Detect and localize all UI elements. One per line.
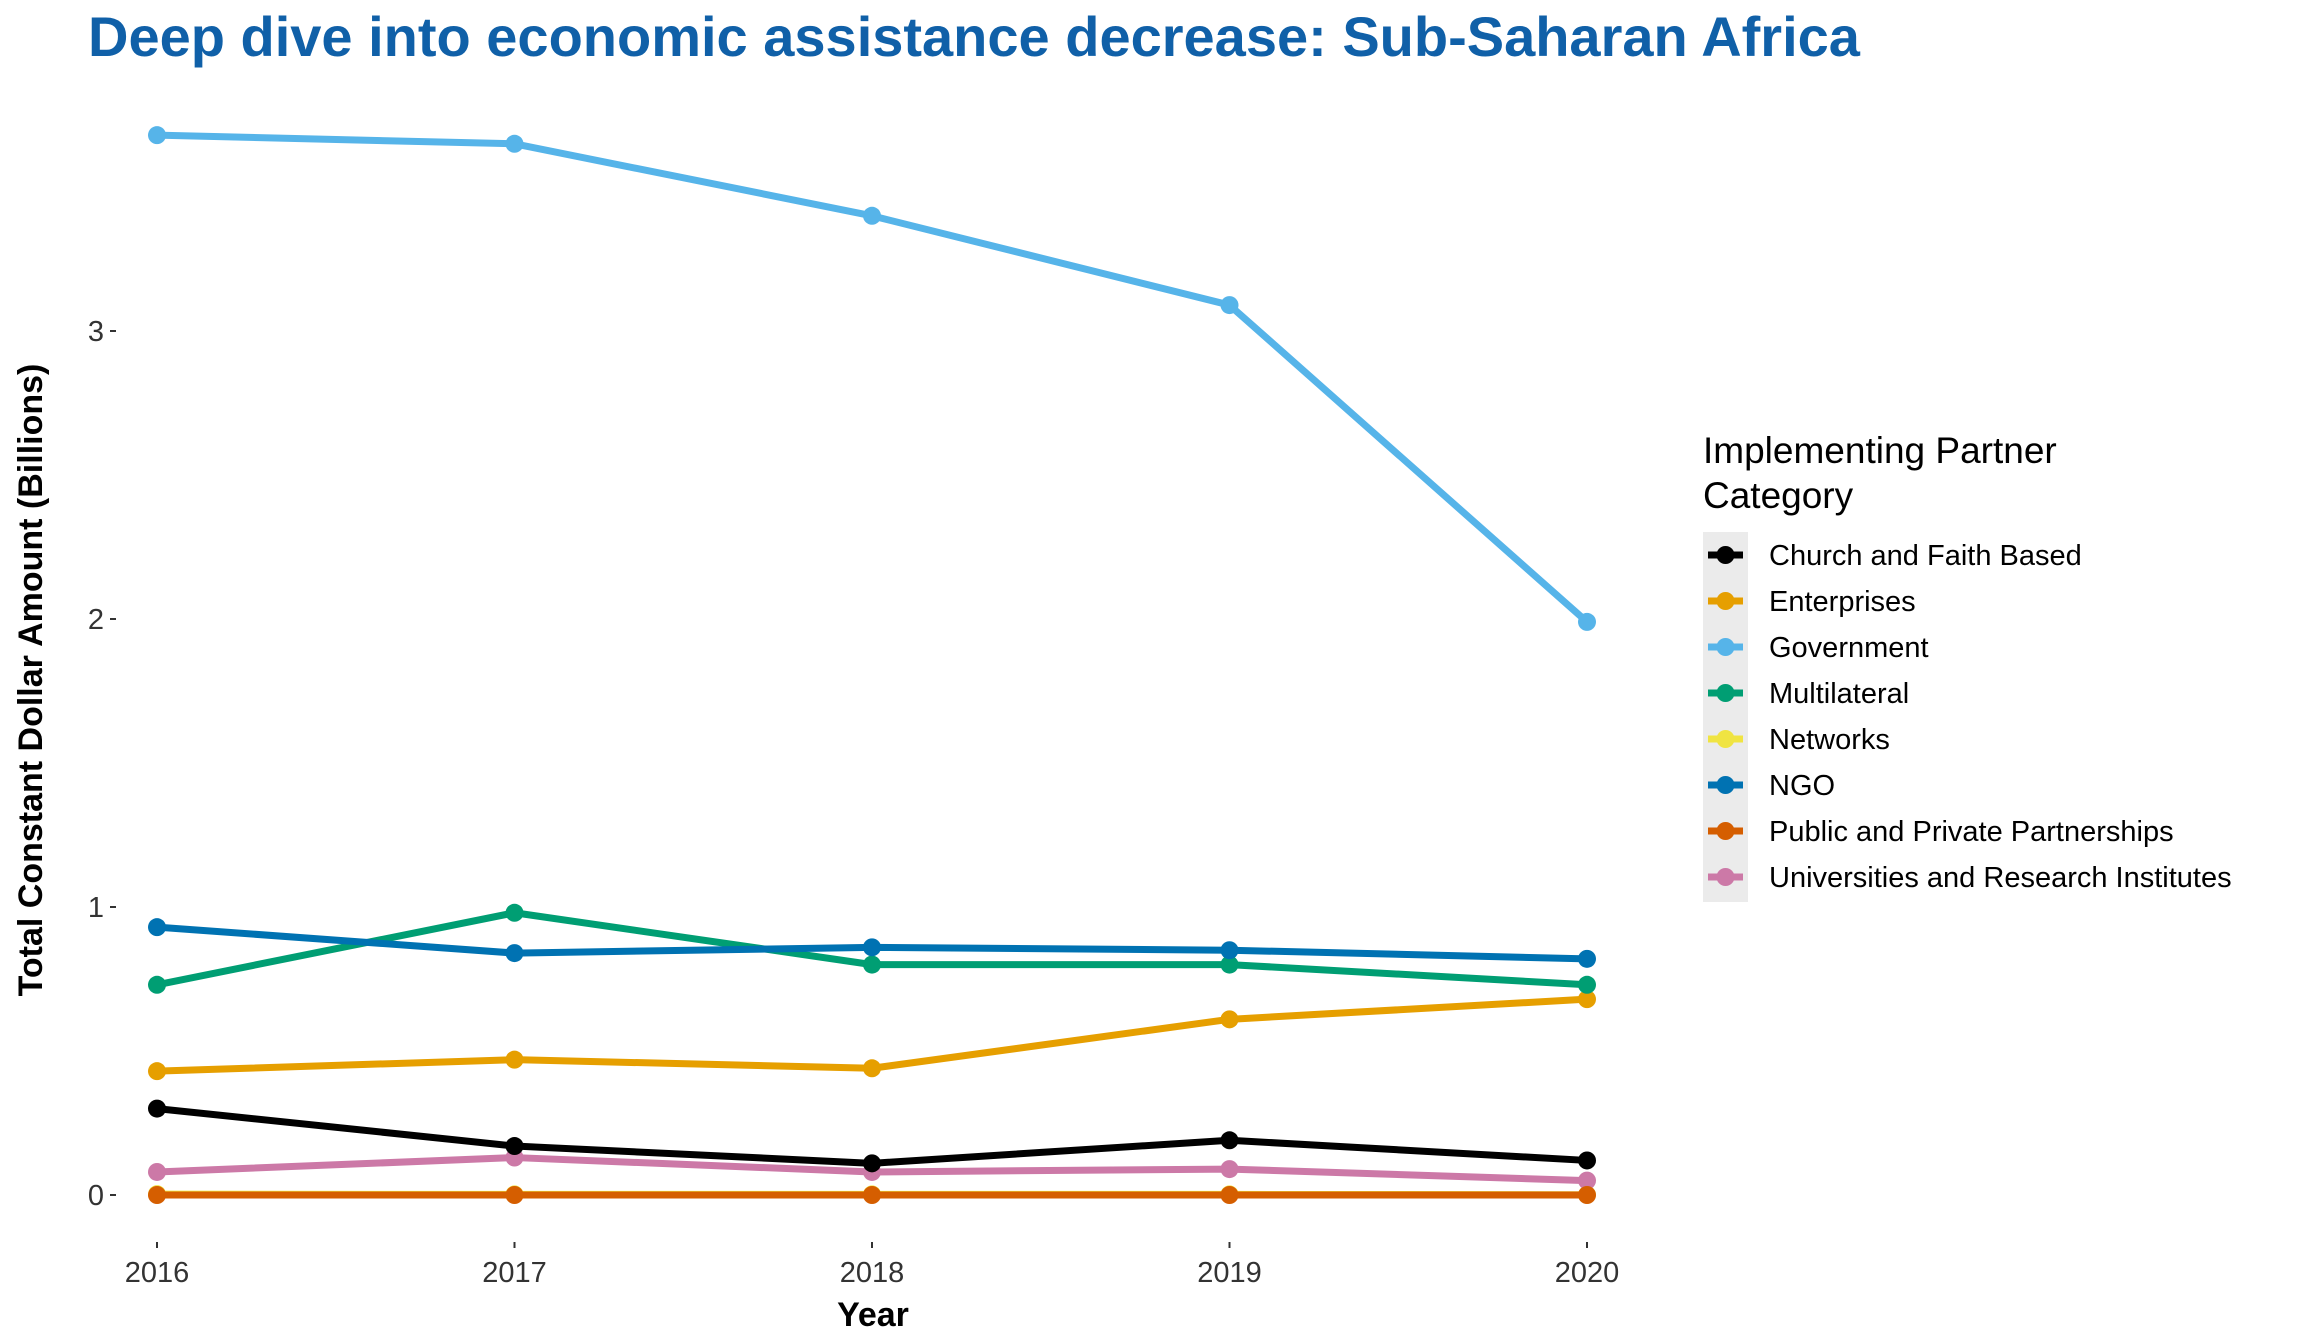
legend-item-multilateral: Multilateral [1708, 678, 1909, 710]
legend-title-line-1: Implementing Partner [1703, 430, 2057, 471]
y-tick-label: 1 [88, 892, 104, 924]
chart-title: Deep dive into economic assistance decre… [88, 5, 1861, 68]
legend-item-government: Government [1708, 632, 1929, 664]
data-point-enterprises [505, 1050, 524, 1069]
legend-item-networks: Networks [1708, 724, 1890, 756]
legend-key-point [1716, 638, 1735, 656]
legend-label: Government [1769, 632, 1929, 664]
series-church-and-faith-based [148, 1099, 1596, 1173]
data-point-enterprises [1578, 990, 1596, 1009]
series-government [148, 126, 1596, 631]
data-point-ngo [505, 944, 524, 963]
x-tick-label: 2019 [1197, 1257, 1262, 1289]
data-point-multilateral [1220, 955, 1239, 974]
legend-key-point [1716, 776, 1735, 794]
data-point-multilateral [863, 955, 881, 974]
legend-item-enterprises: Enterprises [1708, 586, 1916, 618]
legend-key-point [1716, 546, 1735, 564]
y-tick-label: 3 [88, 316, 104, 348]
data-point-public-and-private-partnerships [1220, 1186, 1239, 1204]
x-tick-label: 2020 [1555, 1257, 1620, 1289]
legend-key-background [1703, 532, 1748, 902]
x-tick-label: 2016 [125, 1257, 190, 1289]
legend-key-point [1716, 684, 1735, 702]
data-point-universities-and-research-institutes [148, 1162, 166, 1181]
legend-label: Enterprises [1769, 586, 1916, 618]
legend-label: Networks [1769, 724, 1890, 756]
data-point-government [148, 126, 166, 145]
data-point-universities-and-research-institutes [1578, 1171, 1596, 1190]
y-axis-title: Total Constant Dollar Amount (Billions) [12, 364, 50, 997]
x-tick-label: 2017 [482, 1257, 547, 1289]
data-point-ngo [1220, 941, 1239, 960]
data-point-multilateral [1578, 975, 1596, 994]
legend-label: Universities and Research Institutes [1769, 862, 2232, 894]
data-point-church-and-faith-based [863, 1154, 881, 1173]
legend-key-point [1716, 822, 1735, 840]
data-point-government [505, 134, 524, 153]
series-public-and-private-partnerships [148, 1186, 1596, 1204]
data-point-enterprises [1220, 1010, 1239, 1029]
data-point-enterprises [863, 1059, 881, 1078]
data-point-church-and-faith-based [1220, 1131, 1239, 1150]
legend-item-public-and-private-partnerships: Public and Private Partnerships [1708, 816, 2174, 848]
data-point-ngo [1578, 949, 1596, 968]
legend-key-point [1716, 730, 1735, 748]
legend-label: Public and Private Partnerships [1769, 816, 2174, 848]
legend-label: Church and Faith Based [1769, 540, 2082, 572]
data-point-enterprises [148, 1062, 166, 1081]
legend-item-church-and-faith-based: Church and Faith Based [1708, 540, 2082, 572]
series-enterprises [148, 990, 1596, 1081]
data-point-universities-and-research-institutes [1220, 1160, 1239, 1179]
series-ngo [148, 918, 1596, 968]
data-point-government [863, 206, 881, 225]
data-point-church-and-faith-based [1578, 1151, 1596, 1170]
x-tick-label: 2018 [840, 1257, 905, 1289]
legend-item-universities-and-research-institutes: Universities and Research Institutes [1708, 862, 2232, 894]
legend-label: Multilateral [1769, 678, 1909, 710]
data-point-public-and-private-partnerships [505, 1186, 524, 1204]
data-point-government [1578, 612, 1596, 631]
data-point-government [1220, 296, 1239, 315]
data-point-public-and-private-partnerships [1578, 1186, 1596, 1204]
data-point-multilateral [148, 975, 166, 994]
data-point-church-and-faith-based [505, 1137, 524, 1156]
axes: 0 1 2 3 2016 2017 2018 2019 2020 [88, 316, 1619, 1289]
data-point-ngo [863, 938, 881, 957]
y-tick-label: 2 [88, 604, 104, 636]
legend-title-line-2: Category [1703, 475, 1854, 516]
series-multilateral [148, 903, 1596, 994]
plot-area [148, 126, 1596, 1204]
x-axis-title: Year [837, 1296, 909, 1334]
legend: Implementing Partner Category Church and… [1703, 430, 2232, 902]
legend-key-point [1716, 868, 1735, 886]
legend-key-point [1716, 592, 1735, 610]
y-tick-label: 0 [88, 1180, 104, 1212]
data-point-multilateral [505, 903, 524, 922]
data-point-church-and-faith-based [148, 1099, 166, 1118]
data-point-ngo [148, 918, 166, 937]
legend-label: NGO [1769, 770, 1835, 802]
data-point-public-and-private-partnerships [148, 1186, 166, 1204]
data-point-public-and-private-partnerships [863, 1186, 881, 1204]
legend-item-ngo: NGO [1708, 770, 1835, 802]
